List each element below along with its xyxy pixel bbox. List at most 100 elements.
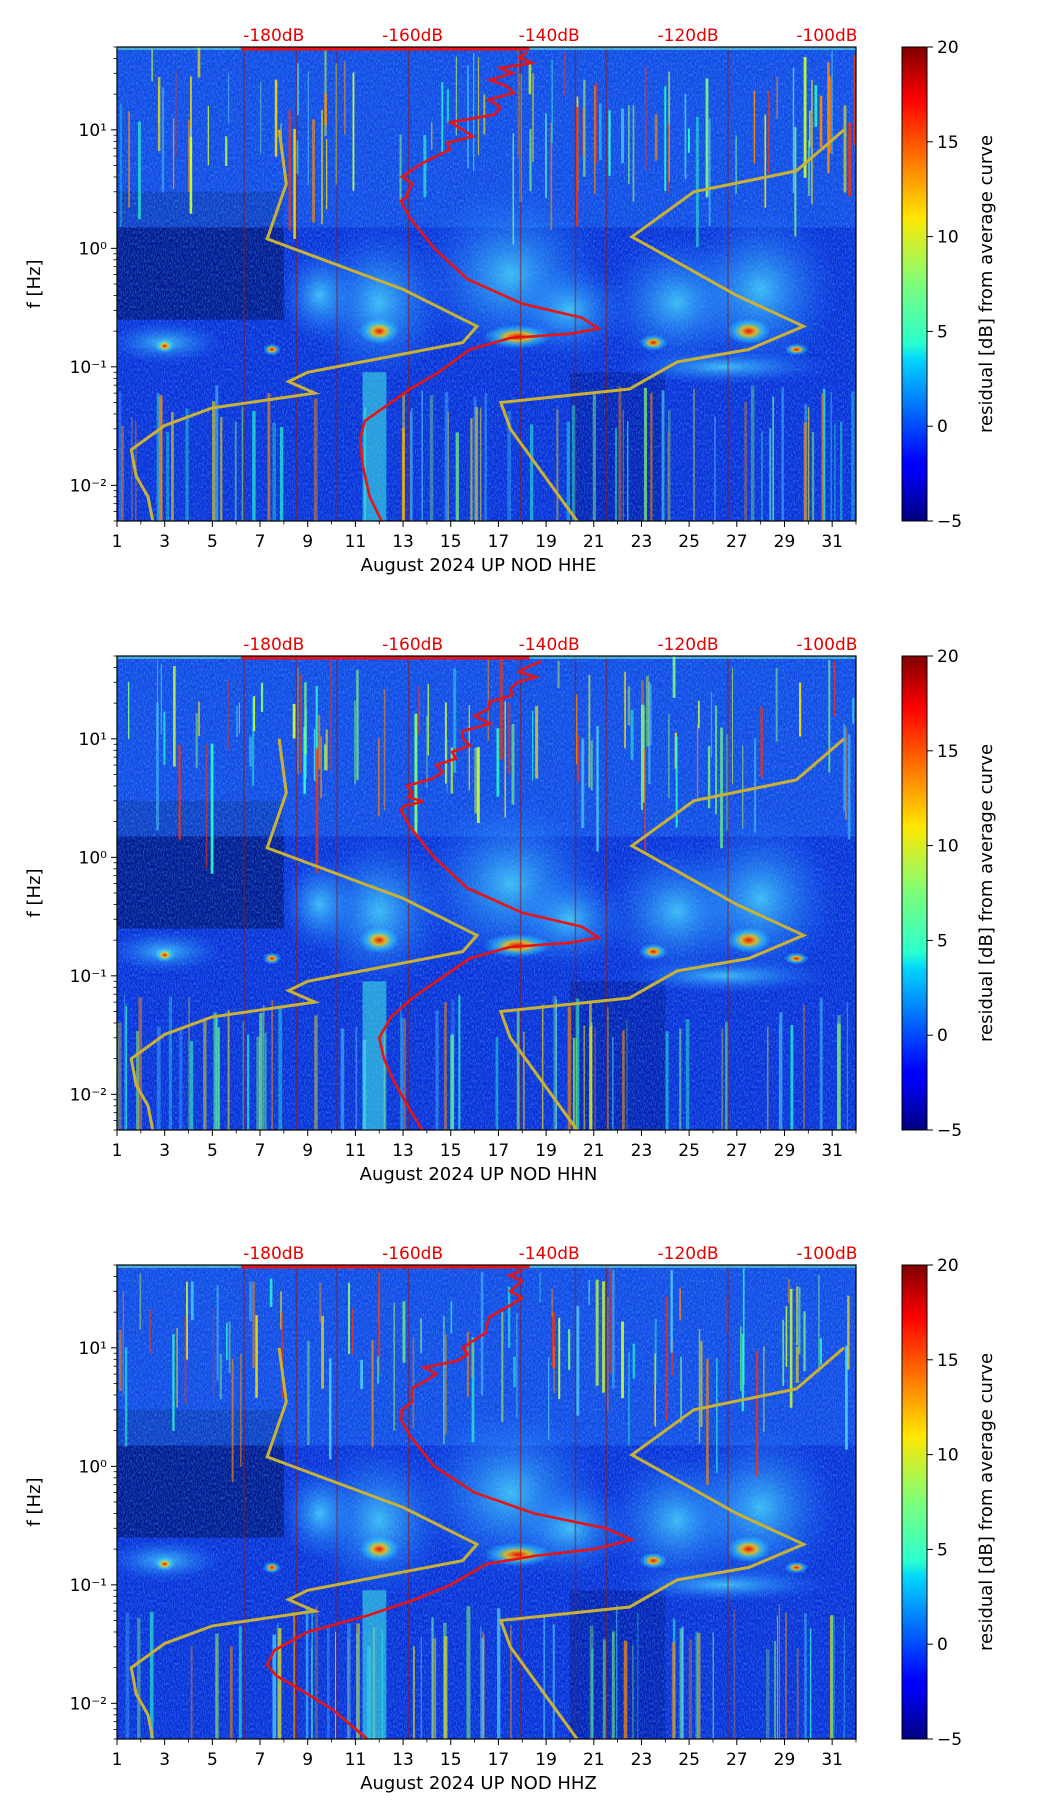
y-axis-label: f [Hz]	[24, 259, 45, 308]
db-scale-label: -120dB	[658, 635, 719, 655]
colorbar-tick-label: 15	[937, 1351, 959, 1371]
colorbar-tick-label: 10	[937, 837, 959, 857]
y-tick-label: 10¹	[79, 121, 107, 141]
average-psd-curve	[358, 51, 602, 521]
x-tick-label: 29	[774, 1750, 796, 1770]
colorbar-tick-label: 0	[937, 1026, 948, 1046]
x-tick-label: 1	[112, 1141, 123, 1161]
y-tick-label: 10⁰	[79, 239, 108, 259]
x-tick-label: 9	[302, 1141, 313, 1161]
y-tick-label: 10¹	[79, 730, 107, 750]
x-tick-label: 1	[112, 532, 123, 552]
y-tick-label: 10⁻²	[70, 1694, 107, 1714]
x-tick-label: 3	[159, 532, 170, 552]
y-axis-label: f [Hz]	[24, 868, 45, 917]
panel-hhn: 1 3 5 7 9 11 13 15 17 19 21 23 25 27 29 3110⁻²10⁻¹10⁰10…	[24, 635, 997, 1185]
y-axis-label: f [Hz]	[24, 1477, 45, 1526]
y-tick-label: 10⁰	[79, 848, 108, 868]
colorbar-tick-label: 10	[937, 1446, 959, 1466]
x-tick-label: 31	[821, 1750, 843, 1770]
x-tick-label: 15	[440, 1141, 462, 1161]
panel-hhe: 1 3 5 7 9 11 13 15 17 19 21 23 25 27 29 3110⁻²10⁻¹10⁰10…	[24, 26, 997, 576]
spectrogram-image	[117, 47, 856, 521]
x-tick-label: 7	[255, 532, 266, 552]
db-scale-label: -120dB	[658, 26, 719, 46]
x-tick-label: 27	[726, 1750, 748, 1770]
x-tick-label: 25	[678, 532, 700, 552]
colorbar-tick-label: −5	[937, 512, 962, 532]
x-tick-label: 17	[488, 1750, 510, 1770]
colorbar-label: residual [dB] from average curve	[976, 1353, 997, 1651]
x-tick-label: 21	[583, 1141, 605, 1161]
x-tick-label: 19	[535, 532, 557, 552]
colorbar-tick-label: 10	[937, 228, 959, 248]
y-tick-label: 10⁻¹	[70, 358, 107, 378]
colorbar-tick-label: 20	[937, 38, 959, 58]
colorbar-tick-label: 20	[937, 647, 959, 667]
db-scale-label: -160dB	[382, 26, 443, 46]
y-tick-label: 10⁻²	[70, 1085, 107, 1105]
x-tick-label: 23	[631, 1750, 653, 1770]
db-scale-label: -140dB	[519, 1244, 580, 1264]
db-scale-label: -120dB	[658, 1244, 719, 1264]
x-tick-label: 27	[726, 532, 748, 552]
colorbar-tick-label: 15	[937, 742, 959, 762]
colorbar: −5 0 5 10 15 20 residual [dB] from average cur…	[901, 38, 997, 532]
spectrogram-image	[117, 656, 856, 1130]
x-tick-label: 7	[255, 1750, 266, 1770]
colorbar-tick-label: 0	[937, 417, 948, 437]
x-tick-label: 11	[345, 1141, 367, 1161]
y-tick-label: 10¹	[79, 1339, 107, 1359]
db-scale-label: -180dB	[243, 26, 304, 46]
x-tick-label: 31	[821, 532, 843, 552]
colorbar-tick-label: 0	[937, 1635, 948, 1655]
colorbar: −5 0 5 10 15 20 residual [dB] from average cur…	[901, 647, 997, 1141]
x-tick-label: 9	[302, 1750, 313, 1770]
db-scale-label: -140dB	[519, 635, 580, 655]
x-tick-label: 13	[392, 1750, 414, 1770]
y-tick-label: 10⁻²	[70, 476, 107, 496]
db-scale-label: -100dB	[796, 26, 857, 46]
db-scale-label: -180dB	[243, 635, 304, 655]
x-tick-label: 23	[631, 532, 653, 552]
x-tick-label: 25	[678, 1750, 700, 1770]
x-tick-label: 13	[392, 532, 414, 552]
x-tick-label: 1	[112, 1750, 123, 1770]
x-tick-label: 23	[631, 1141, 653, 1161]
x-tick-label: 17	[488, 1141, 510, 1161]
noise-model-low-curve	[129, 738, 480, 1130]
x-tick-label: 15	[440, 1750, 462, 1770]
colorbar-tick-label: −5	[937, 1121, 962, 1141]
x-tick-label: 15	[440, 532, 462, 552]
x-tick-label: 5	[207, 1750, 218, 1770]
colorbar-tick-label: 5	[937, 1540, 948, 1560]
x-tick-label: 27	[726, 1141, 748, 1161]
x-tick-label: 29	[774, 1141, 796, 1161]
colorbar-gradient	[901, 46, 928, 522]
x-tick-label: 19	[535, 1141, 557, 1161]
x-axis-label: August 2024 UP NOD HHN	[360, 1164, 598, 1185]
db-scale-label: -160dB	[382, 1244, 443, 1264]
db-scale-label: -140dB	[519, 26, 580, 46]
colorbar-gradient	[901, 655, 928, 1131]
colorbar-tick-label: −5	[937, 1730, 962, 1750]
x-tick-label: 3	[159, 1141, 170, 1161]
colorbar-gradient	[901, 1264, 928, 1740]
colorbar-label: residual [dB] from average curve	[976, 135, 997, 433]
colorbar-tick-label: 5	[937, 931, 948, 951]
x-tick-label: 5	[207, 532, 218, 552]
db-scale-label: -100dB	[796, 1244, 857, 1264]
x-tick-label: 17	[488, 532, 510, 552]
db-scale-label: -100dB	[796, 635, 857, 655]
x-tick-label: 5	[207, 1141, 218, 1161]
x-tick-label: 3	[159, 1750, 170, 1770]
x-tick-label: 31	[821, 1141, 843, 1161]
colorbar-tick-label: 15	[937, 133, 959, 153]
x-axis-label: August 2024 UP NOD HHZ	[360, 1773, 597, 1794]
average-psd-curve	[265, 1269, 636, 1739]
x-tick-label: 11	[345, 1750, 367, 1770]
colorbar-tick-label: 20	[937, 1256, 959, 1276]
noise-model-low-curve	[129, 129, 480, 521]
x-tick-label: 25	[678, 1141, 700, 1161]
